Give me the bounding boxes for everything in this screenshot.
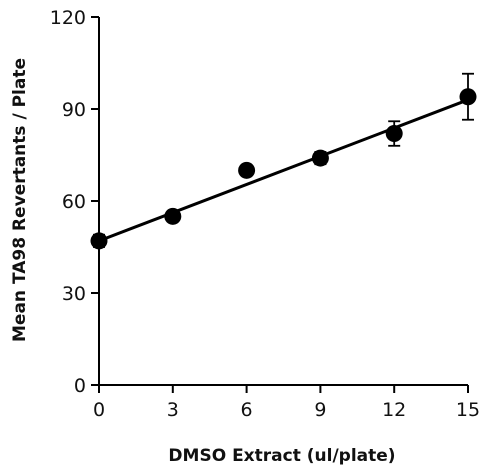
axes <box>98 17 468 386</box>
y-tick-label: 90 <box>62 99 86 121</box>
data-points <box>90 88 477 250</box>
x-axis-title: DMSO Extract (ul/plate) <box>168 446 395 466</box>
y-ticks: 0 30 60 90 120 <box>50 7 99 397</box>
regression-line <box>98 98 469 243</box>
x-tick-label: 9 <box>314 399 326 421</box>
y-tick-label: 60 <box>62 191 86 213</box>
x-tick-label: 12 <box>382 399 406 421</box>
y-tick-label: 0 <box>74 375 86 397</box>
y-tick-label: 30 <box>62 283 86 305</box>
y-tick-label: 120 <box>50 7 86 29</box>
x-tick-label: 3 <box>167 399 179 421</box>
data-point <box>238 161 256 179</box>
x-ticks: 0 3 6 9 12 15 <box>93 385 480 421</box>
fit-line-group <box>98 98 469 243</box>
data-point <box>90 232 108 250</box>
data-point <box>164 207 182 225</box>
x-tick-label: 15 <box>456 399 480 421</box>
data-point <box>385 125 403 143</box>
y-axis-title: Mean TA98 Revertants / Plate <box>10 58 30 342</box>
data-point <box>311 149 329 167</box>
x-tick-label: 0 <box>93 399 105 421</box>
data-point <box>459 88 477 106</box>
x-tick-label: 6 <box>241 399 253 421</box>
